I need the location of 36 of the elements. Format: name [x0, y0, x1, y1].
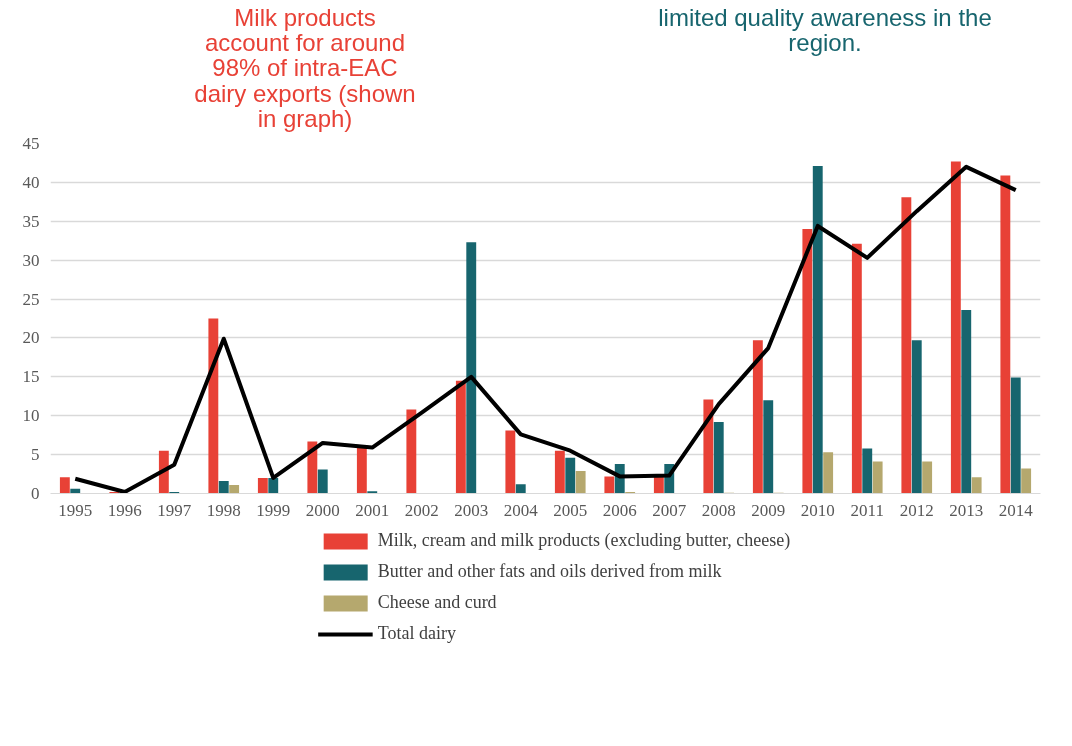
x-tick-label: 2001	[355, 500, 390, 520]
legend-label: Milk, cream and milk products (excluding butter, cheese)	[377, 530, 791, 551]
x-tick-label: 2003	[454, 500, 489, 520]
x-tick-label: 2007	[652, 500, 687, 520]
x-tick-label: 1999	[256, 500, 291, 520]
x-tick-label: 2006	[602, 500, 637, 520]
legend-label: Total dairy	[377, 623, 456, 644]
x-tick-label: 2002	[404, 500, 439, 520]
y-tick-label: 15	[22, 367, 40, 387]
x-tick-label: 2000	[305, 500, 340, 520]
y-tick-label: 40	[22, 172, 40, 192]
y-tick-label: 30	[22, 250, 40, 270]
y-tick-label: 0	[31, 484, 40, 503]
legend-label: Cheese and curd	[377, 592, 497, 613]
y-tick-label: 5	[31, 445, 40, 465]
x-tick-label: 1995	[58, 500, 93, 520]
x-tick-label: 2008	[701, 500, 736, 520]
y-tick-label: 25	[22, 289, 40, 309]
x-tick-label: 2013	[949, 500, 984, 520]
x-tick-label: 2005	[553, 500, 588, 520]
x-tick-label: 2011	[850, 500, 884, 520]
text: Milk products account for around 98% of intra-EAC dairy exports (shown in graph)	[194, 4, 416, 132]
y-tick-label: 20	[22, 328, 40, 348]
x-tick-label: 1996	[107, 500, 142, 520]
x-tick-label: 1997	[157, 500, 192, 520]
x-tick-label: 2010	[800, 500, 835, 520]
text: limited quality awareness in the region.	[658, 4, 992, 57]
legend-label: Butter and other fats and oils derived from milk	[377, 561, 722, 582]
x-tick-label: 2004	[503, 500, 539, 520]
x-tick-label: 2014	[998, 500, 1034, 520]
x-tick-label: 1998	[206, 500, 241, 520]
y-tick-label: 10	[22, 406, 40, 426]
x-tick-label: 2009	[751, 500, 786, 520]
x-tick-label: 2012	[899, 500, 934, 520]
y-tick-label: 45	[22, 134, 40, 153]
y-tick-label: 35	[22, 211, 40, 231]
